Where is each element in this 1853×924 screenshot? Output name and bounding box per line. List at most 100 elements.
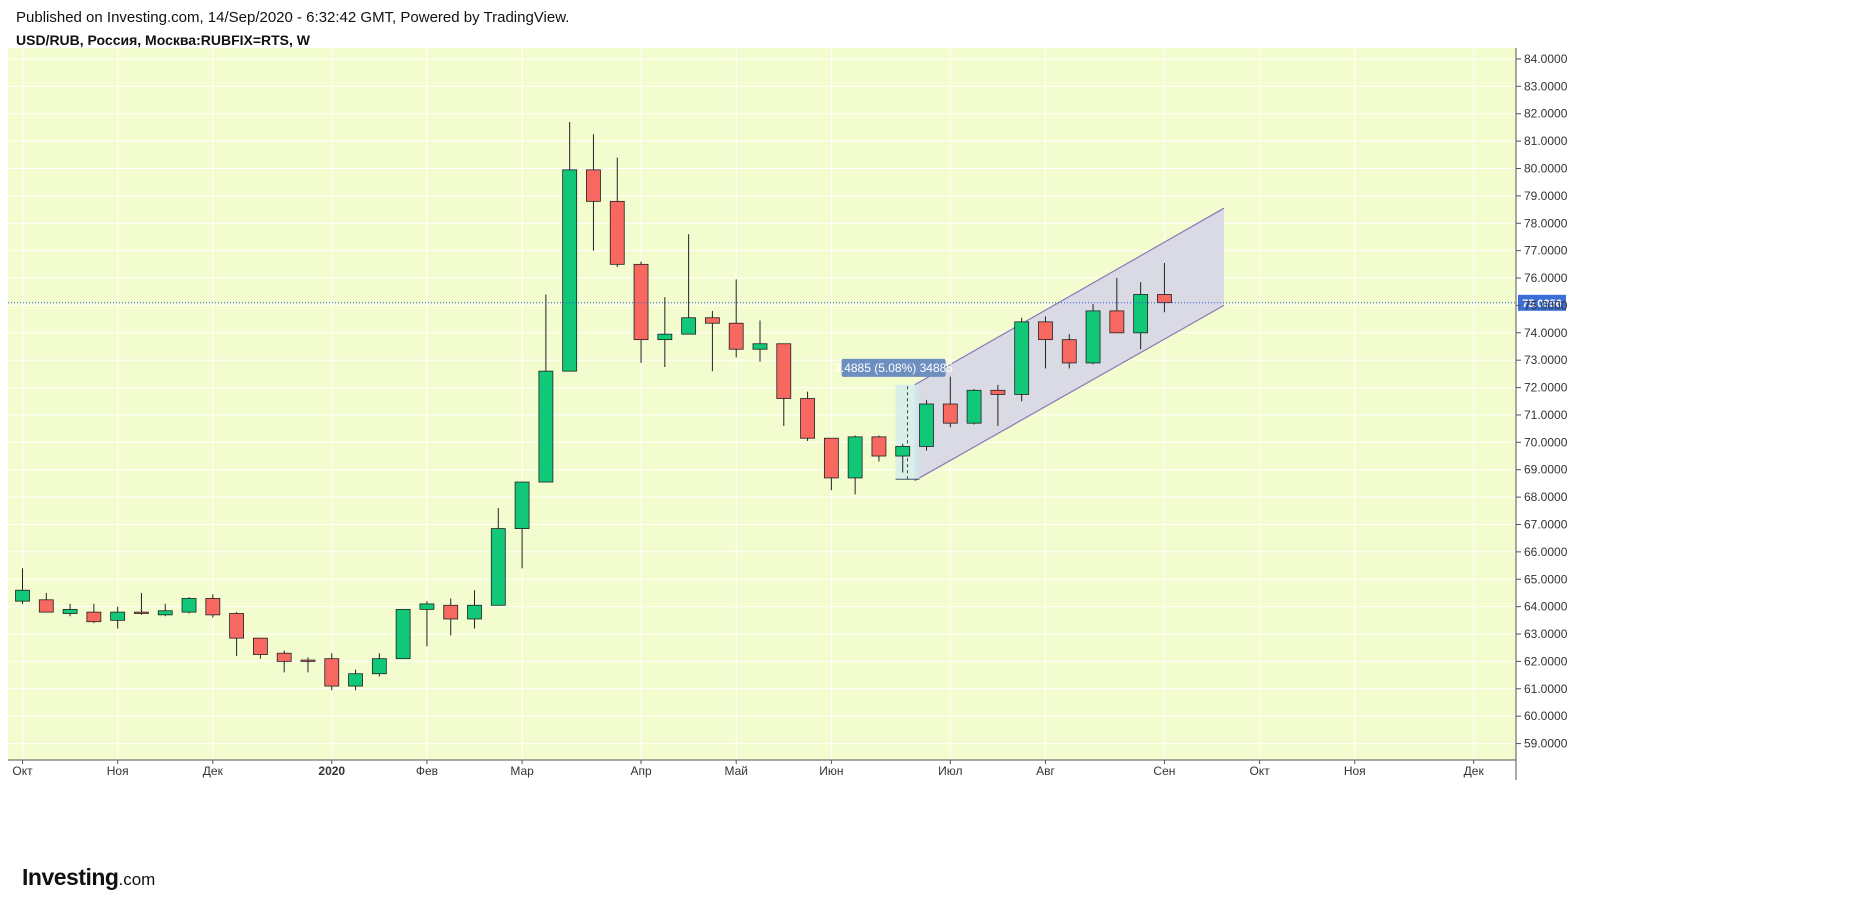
channel-upper-line[interactable] [914, 207, 1225, 386]
candle[interactable] [134, 592, 149, 615]
candle[interactable] [181, 597, 197, 614]
candle[interactable] [300, 657, 316, 673]
candle[interactable] [348, 669, 363, 691]
y-tick-label: 76.0000 [1524, 271, 1568, 285]
x-tick-label: Апр [630, 764, 652, 778]
y-tick-label: 79.0000 [1524, 189, 1568, 203]
candle[interactable] [252, 637, 268, 659]
candle[interactable] [1109, 278, 1125, 334]
price-range-measure[interactable]: 3.4885 (5.08%) 34885 [834, 358, 953, 480]
y-tick-label: 62.0000 [1524, 654, 1568, 668]
candle[interactable] [919, 399, 934, 451]
y-tick-label: 71.0000 [1524, 408, 1568, 422]
y-tick-label: 74.0000 [1524, 326, 1568, 340]
candle[interactable] [586, 134, 601, 251]
candle-body [62, 608, 78, 614]
y-tick-label: 67.0000 [1524, 517, 1568, 531]
candle[interactable] [1133, 282, 1149, 350]
candle[interactable] [776, 343, 792, 426]
candle[interactable] [633, 261, 649, 363]
time-axis[interactable]: Окт Ноя Дек 2020 Фев Мар Апр Май Июн Июл Авг Сен Окт… [8, 759, 1516, 778]
price-label: 75.0956 [1522, 298, 1562, 310]
candle[interactable] [157, 603, 173, 617]
x-tick-label: Фев [416, 764, 438, 778]
logo-main: Investing [22, 864, 119, 890]
candle[interactable] [15, 568, 30, 604]
candle[interactable] [871, 435, 887, 462]
candle-body [1061, 339, 1077, 364]
plot-area[interactable] [8, 48, 1516, 760]
candle[interactable] [728, 279, 744, 358]
candle[interactable] [419, 601, 435, 647]
x-tick-label: Дек [203, 764, 224, 778]
candle-body [205, 598, 221, 616]
candle[interactable] [324, 653, 340, 691]
candle[interactable] [1061, 334, 1077, 369]
candle[interactable] [657, 297, 673, 368]
candle[interactable] [86, 603, 102, 624]
candle[interactable] [1014, 317, 1030, 402]
candle[interactable] [62, 603, 78, 617]
candle[interactable] [823, 437, 839, 491]
candle[interactable] [514, 481, 530, 569]
candle[interactable] [752, 320, 768, 362]
candle[interactable] [609, 157, 625, 268]
candle-body [157, 610, 173, 616]
candle[interactable] [1085, 304, 1101, 365]
candle-body [562, 169, 578, 372]
x-tick-label: Дек [1464, 764, 1485, 778]
candle-body [705, 317, 720, 324]
candle-body [86, 611, 102, 623]
x-tick-label: Ноя [107, 764, 129, 778]
x-tick-label: Май [724, 764, 748, 778]
candle-body [847, 436, 863, 479]
y-tick-label: 61.0000 [1524, 682, 1568, 696]
candle-body [752, 343, 768, 350]
candle-body [252, 637, 268, 655]
candle[interactable] [490, 508, 506, 606]
candle-body [633, 263, 649, 341]
candle[interactable] [895, 443, 911, 473]
candle[interactable] [538, 294, 554, 483]
candle[interactable] [395, 608, 411, 660]
candle[interactable] [467, 590, 482, 629]
y-tick-label: 60.0000 [1524, 709, 1568, 723]
candle[interactable] [942, 376, 958, 428]
candle-body [134, 611, 149, 614]
y-tick-label: 69.0000 [1524, 463, 1568, 477]
candle-body [443, 604, 459, 620]
candle[interactable] [205, 594, 221, 618]
candle[interactable] [371, 653, 387, 677]
candle-body [657, 333, 673, 341]
y-tick-label: 73.0000 [1524, 353, 1568, 367]
candle[interactable] [990, 384, 1006, 426]
x-tick-label: 2020 [318, 764, 345, 778]
candle[interactable] [705, 310, 720, 372]
candle[interactable] [1157, 262, 1172, 313]
candle-body [942, 403, 958, 424]
candle[interactable] [800, 391, 815, 441]
candle-body [1133, 294, 1149, 334]
candle[interactable] [681, 234, 697, 335]
y-tick-label: 75.0000 [1524, 298, 1568, 312]
candle[interactable] [229, 612, 245, 656]
x-tick-label: Мар [510, 764, 534, 778]
candle[interactable] [276, 650, 292, 673]
price-axis[interactable]: 59.0000 60.0000 61.0000 62.0000 63.0000 64.00… [1515, 48, 1568, 780]
channel-lower-line[interactable] [914, 304, 1225, 482]
x-tick-label: Окт [12, 764, 33, 778]
candle[interactable] [966, 388, 982, 425]
candle-body [871, 436, 887, 457]
price-label-bg [1518, 294, 1566, 311]
candle-body [681, 317, 697, 335]
candle[interactable] [562, 121, 578, 372]
candle[interactable] [1038, 316, 1053, 369]
candles-group [15, 121, 1172, 691]
logo-suffix: .com [118, 870, 156, 889]
candle[interactable] [110, 606, 126, 629]
candle[interactable] [38, 592, 54, 613]
candle[interactable] [847, 435, 863, 495]
candle[interactable] [443, 598, 459, 636]
x-tick-label: Сен [1153, 764, 1175, 778]
